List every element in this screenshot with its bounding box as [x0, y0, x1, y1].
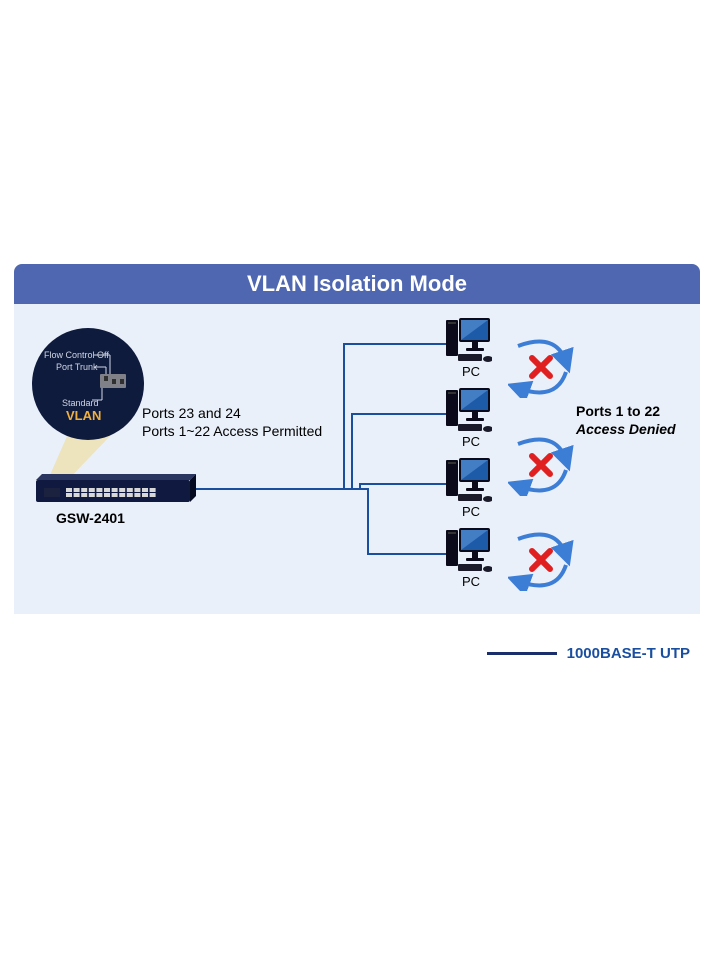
deny-arrow: [508, 529, 578, 591]
pc-icon: [444, 524, 492, 574]
svg-text:VLAN: VLAN: [66, 408, 101, 423]
deny-arrow: [508, 434, 578, 496]
pc-label: PC: [462, 434, 480, 449]
pc-icon: [444, 314, 492, 364]
svg-text:Port Trunk: Port Trunk: [56, 362, 98, 372]
svg-text:Standard: Standard: [62, 398, 99, 408]
diagram-title: VLAN Isolation Mode: [247, 271, 467, 297]
deny-arrow: [508, 336, 578, 398]
title-bar: VLAN Isolation Mode: [14, 264, 700, 304]
network-switch: [36, 474, 196, 513]
legend-line: [487, 652, 557, 655]
denied-line2: Access Denied: [576, 420, 676, 438]
diagram-body: GSW-2401 Flow Control Off Port Trunk Sta…: [14, 304, 700, 614]
permitted-text: Ports 23 and 24 Ports 1~22 Access Permit…: [142, 404, 322, 440]
denied-line1: Ports 1 to 22: [576, 402, 676, 420]
denied-text: Ports 1 to 22 Access Denied: [576, 402, 676, 438]
pc-icon: [444, 384, 492, 434]
pc-icon: [444, 454, 492, 504]
permitted-line2: Ports 1~22 Access Permitted: [142, 422, 322, 440]
pc-label: PC: [462, 574, 480, 589]
dip-circle-inset: Flow Control Off Port Trunk Standard VLA…: [32, 328, 144, 445]
device-model-label: GSW-2401: [56, 510, 125, 526]
diagram-canvas: VLAN Isolation Mode GSW-2401 Flow Contro…: [14, 264, 700, 634]
legend-text: 1000BASE-T UTP: [567, 645, 690, 662]
permitted-line1: Ports 23 and 24: [142, 404, 322, 422]
pc-label: PC: [462, 364, 480, 379]
footer-legend: 1000BASE-T UTP: [487, 645, 690, 662]
pc-label: PC: [462, 504, 480, 519]
